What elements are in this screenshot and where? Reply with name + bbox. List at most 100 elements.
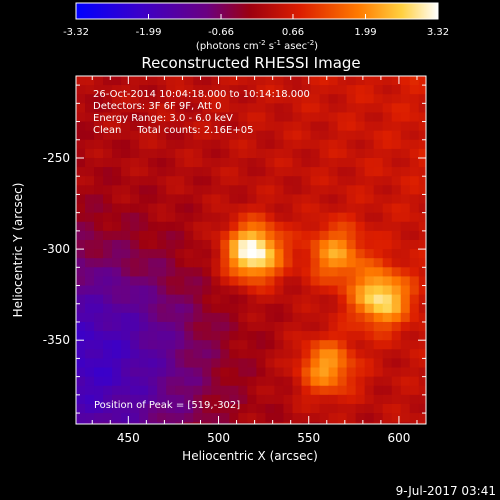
heat-cell [292, 130, 303, 141]
heat-cell [274, 367, 285, 378]
heat-cell [184, 321, 194, 332]
heat-cell [157, 112, 167, 123]
heat-cell [373, 413, 384, 423]
heat-cell [373, 230, 384, 241]
heat-cell [400, 340, 411, 350]
heat-cell [175, 431, 185, 441]
heat-cell [274, 85, 285, 95]
heat-cell [400, 157, 411, 168]
heat-cell [364, 130, 375, 141]
heat-cell [400, 203, 411, 214]
heat-cell [175, 130, 185, 141]
heat-cell [220, 194, 230, 205]
heat-cell [409, 385, 420, 396]
heat-cell [211, 112, 221, 123]
heat-cell [391, 103, 402, 114]
heat-cell [220, 148, 230, 159]
heat-cell [184, 157, 194, 168]
heat-cell [148, 221, 158, 232]
heat-cell [148, 112, 158, 123]
heat-cell [283, 312, 294, 323]
heat-cell [103, 303, 113, 314]
heat-cell [184, 358, 194, 369]
heat-cell [130, 103, 140, 114]
heat-cell [391, 148, 402, 159]
heat-cell [265, 176, 276, 186]
heat-cell [238, 157, 248, 168]
heat-cell [256, 94, 267, 104]
heat-cell [130, 413, 140, 423]
heat-cell [130, 267, 140, 278]
heat-cell [301, 285, 312, 296]
heat-cell [112, 112, 122, 123]
heat-cell [364, 276, 375, 287]
heat-cell [418, 139, 426, 150]
heat-cell [175, 267, 185, 278]
heat-cell [265, 394, 276, 405]
heat-cell [211, 94, 221, 104]
heat-cell [166, 331, 176, 341]
heat-cell [112, 285, 122, 296]
heat-cell [184, 194, 194, 205]
heat-cell [265, 258, 276, 268]
heat-cell [319, 203, 330, 214]
heat-cell [112, 239, 122, 250]
heat-cell [310, 276, 321, 287]
heat-cell [85, 267, 95, 278]
heat-cell [328, 349, 339, 360]
heat-cell [346, 367, 357, 378]
heat-cell [94, 103, 104, 114]
heat-cell [382, 212, 393, 223]
heat-cell [130, 331, 140, 341]
heat-cell [76, 276, 86, 287]
heat-cell [220, 167, 230, 177]
heat-cell [247, 349, 258, 360]
colorbar: -3.32 -1.99 -0.66 0.66 1.99 3.32 (photons cm-… [63, 2, 449, 52]
heat-cell [292, 167, 303, 177]
heat-cell [274, 167, 285, 177]
heat-cell [166, 167, 176, 177]
heat-cell [148, 422, 158, 424]
heat-cell [184, 385, 194, 396]
heat-cell [319, 367, 330, 378]
heat-cell [76, 167, 86, 177]
heat-cell [382, 258, 393, 268]
heat-cell [301, 76, 312, 86]
heat-cell [265, 385, 276, 396]
heat-cell [103, 185, 113, 196]
heat-cell [130, 312, 140, 323]
heat-cell [337, 94, 348, 104]
heat-cell [328, 76, 339, 86]
heat-cell [274, 349, 285, 360]
heat-cell [94, 358, 104, 369]
heat-cell [139, 431, 149, 441]
heat-cell [418, 376, 426, 387]
heat-cell [193, 148, 203, 159]
heat-cell [85, 376, 95, 387]
heat-cell [364, 103, 375, 114]
heat-cell [211, 76, 221, 86]
heat-cell [130, 230, 140, 241]
heat-cell [400, 230, 411, 241]
x-axis-ticks [91, 76, 418, 424]
heat-cell [256, 212, 267, 223]
heat-cell [418, 121, 426, 132]
heat-cell [256, 239, 267, 250]
heat-cell [193, 403, 203, 414]
heat-cell [283, 394, 294, 405]
heat-cell [265, 130, 276, 141]
heat-cell [166, 358, 176, 369]
heat-cell [373, 285, 384, 296]
heat-cell [310, 239, 321, 250]
heat-cell [247, 340, 258, 350]
heat-cell [274, 185, 285, 196]
heat-cell [292, 403, 303, 414]
heat-cell [391, 212, 402, 223]
heat-cell [400, 376, 411, 387]
heat-cell [76, 176, 86, 186]
heat-cell [76, 221, 86, 232]
heat-cell [274, 121, 285, 132]
heat-cell [283, 194, 294, 205]
heat-cell [373, 394, 384, 405]
heat-cell [428, 368, 438, 378]
